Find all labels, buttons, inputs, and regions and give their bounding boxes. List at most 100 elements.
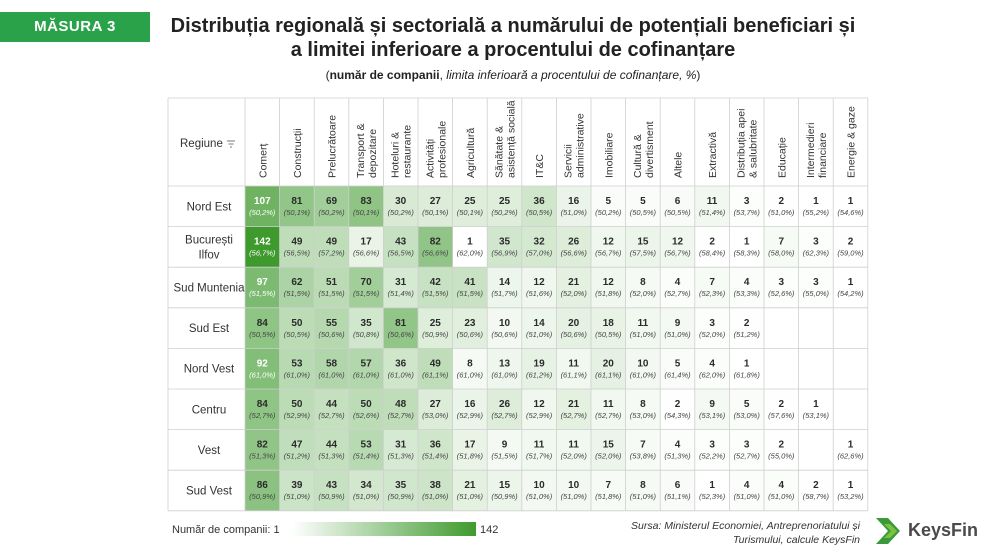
heatmap-cell-empty	[764, 348, 799, 389]
column-header: profesionale	[436, 121, 448, 178]
cell-percent: (53,1%)	[803, 411, 830, 420]
cell-percent: (53,0%)	[630, 411, 657, 420]
heatmap-cell	[798, 267, 834, 308]
cell-percent: (50,1%)	[457, 208, 484, 217]
cell-value: 5	[606, 196, 612, 207]
cell-value: 7	[779, 237, 785, 248]
cell-percent: (51,0%)	[768, 208, 795, 217]
cell-value: 8	[640, 399, 646, 410]
cell-percent: (56,7%)	[595, 249, 622, 258]
region-label: Sud Est	[189, 323, 230, 335]
cell-value: 69	[326, 196, 338, 207]
cell-percent: (57,2%)	[318, 249, 345, 258]
cell-percent: (50,6%)	[561, 330, 588, 339]
cell-percent: (51,0%)	[422, 492, 449, 501]
heatmap-cell	[279, 389, 315, 430]
heatmap-cell	[591, 348, 626, 389]
cell-percent: (50,6%)	[388, 330, 415, 339]
cell-percent: (53,8%)	[630, 452, 657, 461]
cell-percent: (52,9%)	[457, 411, 484, 420]
cell-percent: (61,0%)	[457, 370, 484, 379]
cell-value: 44	[326, 440, 338, 451]
cell-percent: (61,0%)	[630, 370, 657, 379]
cell-percent: (51,0%)	[768, 492, 795, 501]
cell-percent: (57,6%)	[768, 411, 795, 420]
cell-value: 2	[744, 318, 750, 329]
subtitle-italic: limita inferioară a procentului de cofin…	[446, 68, 697, 82]
cell-value: 38	[430, 480, 442, 491]
cell-percent: (58,3%)	[734, 249, 761, 258]
cell-percent: (50,5%)	[284, 330, 311, 339]
heatmap-cell	[694, 348, 730, 389]
column-header: Comerț	[257, 143, 269, 178]
cell-value: 86	[257, 480, 269, 491]
cell-value: 107	[254, 196, 271, 207]
heatmap-cell	[521, 348, 557, 389]
cell-percent: (52,7%)	[734, 452, 761, 461]
cell-percent: (56,6%)	[353, 249, 380, 258]
cell-percent: (53,0%)	[734, 411, 761, 420]
heatmap-cell	[245, 307, 280, 349]
column-header: Distribuția apei	[736, 109, 748, 178]
cell-value: 42	[430, 277, 442, 288]
cell-percent: (61,0%)	[353, 370, 380, 379]
heatmap-cell	[487, 226, 522, 268]
cell-value: 97	[257, 277, 269, 288]
cell-value: 12	[534, 277, 546, 288]
cell-percent: (54,3%)	[664, 411, 691, 420]
cell-percent: (51,8%)	[457, 452, 484, 461]
heatmap-cell	[279, 307, 315, 349]
cell-value: 26	[499, 399, 511, 410]
heatmap-cell	[487, 348, 522, 389]
cell-percent: (61,1%)	[595, 370, 622, 379]
cell-percent: (62,0%)	[457, 249, 484, 258]
subtitle-sep: ,	[439, 68, 447, 82]
cell-value: 5	[744, 399, 750, 410]
source-line-2: Turismului, calcule KeysFin	[732, 534, 860, 546]
cell-value: 1	[744, 358, 750, 369]
region-label: Nord Vest	[184, 364, 235, 376]
heatmap-cell	[521, 307, 557, 349]
cell-percent: (51,5%)	[353, 289, 380, 298]
cell-percent: (53,1%)	[699, 411, 726, 420]
heatmap-cell	[279, 429, 315, 471]
heatmap-cell-empty	[798, 307, 834, 349]
heatmap-cell-empty	[833, 389, 868, 430]
cell-percent: (52,7%)	[249, 411, 276, 420]
cell-value: 4	[675, 440, 681, 451]
cell-value: 82	[430, 237, 442, 248]
subtitle-close: )	[696, 68, 701, 82]
cell-value: 31	[395, 277, 407, 288]
heatmap-cell	[383, 186, 418, 227]
keysfin-chevron-logo-icon	[876, 518, 900, 544]
cell-percent: (56,7%)	[249, 249, 276, 258]
heatmap-cell	[729, 186, 764, 227]
cell-percent: (50,9%)	[249, 492, 276, 501]
cell-percent: (50,1%)	[284, 208, 311, 217]
cell-value: 1	[848, 440, 854, 451]
cell-value: 10	[568, 480, 580, 491]
cell-value: 5	[675, 358, 681, 369]
heatmap-cell	[660, 186, 695, 227]
cell-value: 17	[361, 237, 373, 248]
cell-value: 4	[675, 277, 681, 288]
cell-percent: (51,0%)	[284, 492, 311, 501]
cell-value: 35	[361, 318, 373, 329]
cell-percent: (51,2%)	[284, 452, 311, 461]
heatmap-cell	[591, 226, 626, 268]
heatmap-cell-empty	[798, 348, 834, 389]
heatmap-cell	[245, 348, 280, 389]
cell-value: 92	[257, 358, 269, 369]
column-header: IT&C	[534, 154, 546, 178]
chart-subtitle: (număr de companii, limita inferioară a …	[168, 68, 858, 82]
heatmap-cell	[833, 226, 868, 268]
cell-percent: (51,0%)	[561, 208, 588, 217]
cell-percent: (52,7%)	[491, 411, 518, 420]
filter-icon	[227, 140, 235, 148]
cell-value: 12	[672, 237, 684, 248]
cell-value: 5	[640, 196, 646, 207]
cell-value: 8	[467, 358, 473, 369]
cell-value: 1	[744, 237, 750, 248]
heatmap-cell	[314, 429, 349, 471]
cell-value: 1	[467, 237, 473, 248]
